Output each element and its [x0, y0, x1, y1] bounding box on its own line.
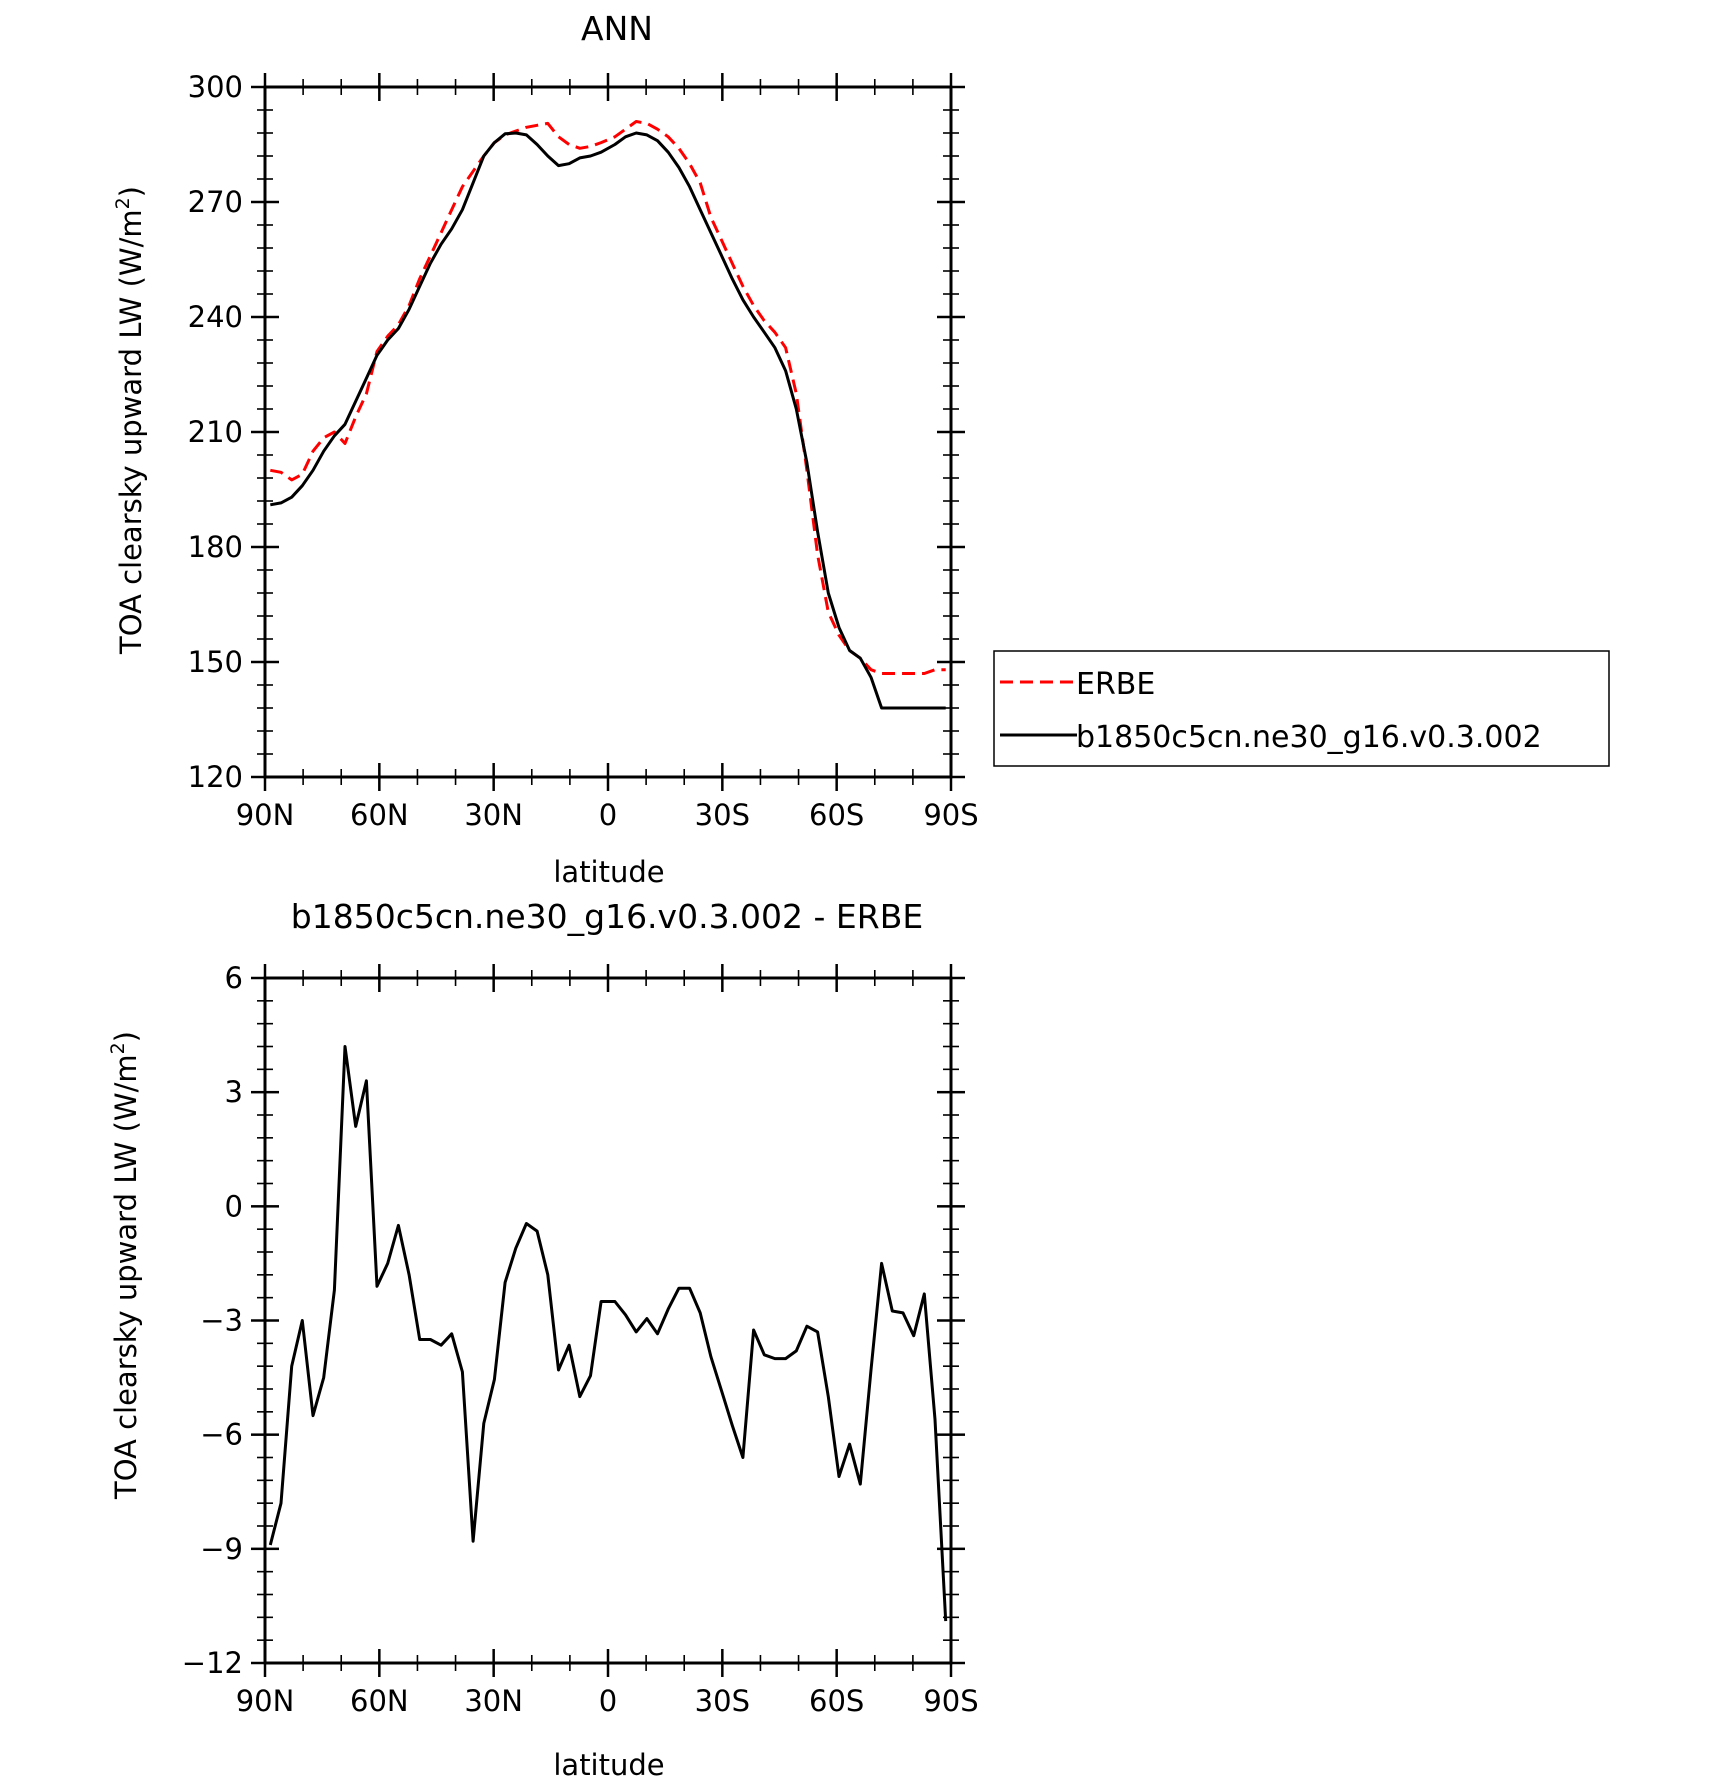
- bottom-ytick-label: 0: [225, 1189, 243, 1223]
- top-ytick-label: 150: [188, 645, 243, 679]
- top-y-axis-label: TOA clearsky upward LW (W/m2): [112, 186, 148, 655]
- bottom-series-lines: [268, 1045, 948, 1622]
- bottom-x-axis-label: latitude: [553, 1748, 664, 1777]
- bottom-plot-frame: [263, 976, 953, 1665]
- top-ytick-label: 270: [188, 185, 243, 219]
- bottom-ytick-label: 6: [225, 961, 243, 995]
- bottom-xtick-label: 90N: [236, 1684, 295, 1718]
- top-xtick-label: 30S: [695, 798, 750, 832]
- top-series-line-1: [270, 131, 946, 710]
- bottom-xtick-label: 0: [599, 1684, 617, 1718]
- top-xtick-label: 90N: [236, 798, 295, 832]
- top-plot-frame: [263, 85, 953, 779]
- top-ytick-label: 210: [188, 415, 243, 449]
- bottom-xtick-label: 30S: [695, 1684, 750, 1718]
- bottom-series-line-0: [268, 1045, 948, 1622]
- top-ytick-label: 120: [188, 760, 243, 794]
- top-chart-title: ANN: [581, 9, 653, 48]
- bottom-xtick-label: 60N: [350, 1684, 409, 1718]
- top-xtick-label: 60S: [809, 798, 864, 832]
- legend-label-erbe: ERBE: [1076, 667, 1155, 702]
- top-panel: ANN TOA clearsky upward LW (W/m2) latitu…: [112, 9, 979, 889]
- top-ytick-label: 240: [188, 300, 243, 334]
- bottom-xtick-label: 30N: [464, 1684, 523, 1718]
- top-xtick-label: 90S: [923, 798, 978, 832]
- top-ytick-label: 300: [188, 70, 243, 104]
- top-series-lines: [270, 120, 946, 710]
- legend: ERBE b1850c5cn.ne30_g16.v0.3.002: [993, 650, 1610, 767]
- bottom-xtick-label: 90S: [923, 1684, 978, 1718]
- bottom-ytick-label: −12: [182, 1646, 243, 1680]
- bottom-xtick-label: 60S: [809, 1684, 864, 1718]
- top-xtick-label: 30N: [464, 798, 523, 832]
- top-series-line-0: [270, 120, 946, 675]
- top-xtick-label: 60N: [350, 798, 409, 832]
- legend-label-model: b1850c5cn.ne30_g16.v0.3.002: [1076, 720, 1542, 755]
- top-ytick-label: 180: [188, 530, 243, 564]
- bottom-chart-title: b1850c5cn.ne30_g16.v0.3.002 - ERBE: [291, 897, 923, 936]
- bottom-panel: b1850c5cn.ne30_g16.v0.3.002 - ERBE TOA c…: [107, 897, 979, 1777]
- top-axis-ticks: 90N 60N 30N 0 30S 60S 90S 120 150 180 210 240 270 300: [188, 70, 979, 832]
- legend-box: [993, 650, 1610, 767]
- bottom-ytick-label: −3: [200, 1304, 243, 1338]
- bottom-y-axis-label: TOA clearsky upward LW (W/m2): [107, 1031, 143, 1500]
- top-x-axis-label: latitude: [553, 855, 664, 889]
- bottom-axis-ticks: 90N 60N 30N 0 30S 60S 90S −12 −9 −6 −3 0 3 6: [182, 961, 979, 1718]
- bottom-ytick-label: −6: [200, 1418, 243, 1452]
- bottom-ytick-label: −9: [200, 1532, 243, 1566]
- top-xtick-label: 0: [599, 798, 617, 832]
- bottom-ytick-label: 3: [225, 1075, 243, 1109]
